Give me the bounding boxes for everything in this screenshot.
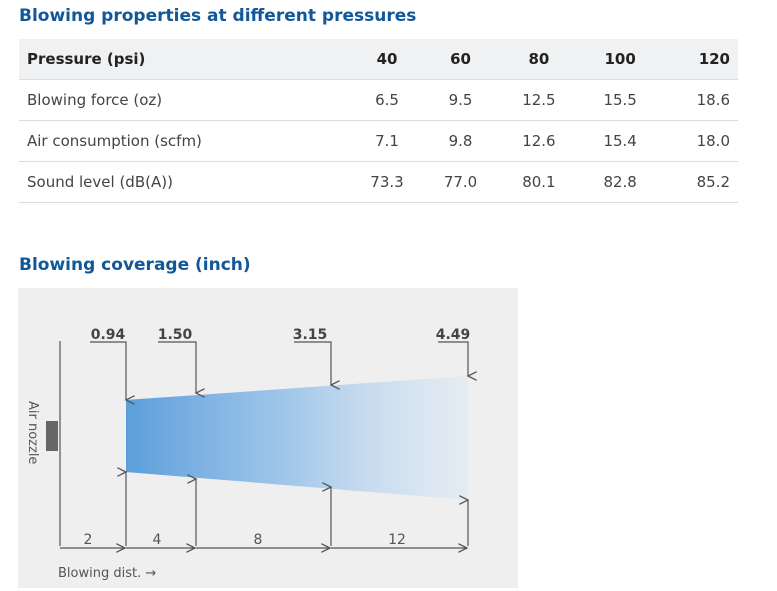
properties-table: Pressure (psi) 40 60 80 100 120 Blowing … xyxy=(19,39,738,203)
row-label: Sound level (dB(A)) xyxy=(19,161,353,203)
header-cell: 120 xyxy=(662,39,738,80)
width-label-2: 1.50 xyxy=(158,327,193,343)
table-header-row: Pressure (psi) 40 60 80 100 120 xyxy=(19,39,738,80)
width-marker-4 xyxy=(438,341,468,376)
nozzle-label: Air nozzle xyxy=(25,401,40,464)
table-cell: 18.6 xyxy=(662,79,738,121)
table-cell: 15.4 xyxy=(578,120,663,162)
row-label: Air consumption (scfm) xyxy=(19,120,353,162)
distance-label-2: 4 xyxy=(153,532,162,548)
axis-label: Blowing dist. → xyxy=(58,566,156,581)
width-label-1: 0.94 xyxy=(91,327,126,343)
width-label-3: 3.15 xyxy=(293,327,328,343)
distance-label-3: 8 xyxy=(254,532,263,548)
width-marker-2 xyxy=(158,341,196,393)
nozzle-icon xyxy=(46,421,58,451)
width-label-4: 4.49 xyxy=(436,327,471,343)
table-row: Air consumption (scfm) 7.1 9.8 12.6 15.4… xyxy=(19,120,738,162)
distance-label-4: 12 xyxy=(388,532,406,548)
table-cell: 6.5 xyxy=(352,79,422,121)
table-cell: 9.5 xyxy=(421,79,500,121)
width-marker-3 xyxy=(294,341,331,385)
table-cell: 82.8 xyxy=(578,161,663,203)
header-cell: 60 xyxy=(421,39,500,80)
coverage-diagram: Air nozzle 0.94 1.50 3.15 4.49 2 4 8 12 … xyxy=(18,288,518,588)
table-cell: 9.8 xyxy=(421,120,500,162)
table-cell: 18.0 xyxy=(662,120,738,162)
table-cell: 15.5 xyxy=(578,79,663,121)
table-cell: 12.6 xyxy=(499,120,579,162)
table-cell: 77.0 xyxy=(421,161,500,203)
row-label: Blowing force (oz) xyxy=(19,79,353,121)
header-cell: 100 xyxy=(578,39,663,80)
header-cell: 80 xyxy=(499,39,579,80)
distance-label-1: 2 xyxy=(84,532,93,548)
table-cell: 73.3 xyxy=(352,161,422,203)
properties-title: Blowing properties at different pressure… xyxy=(19,6,417,26)
header-cell: 40 xyxy=(352,39,422,80)
width-marker-1 xyxy=(90,341,126,400)
table-cell: 12.5 xyxy=(499,79,579,121)
table-cell: 7.1 xyxy=(352,120,422,162)
coverage-title: Blowing coverage (inch) xyxy=(19,255,251,275)
table-cell: 85.2 xyxy=(662,161,738,203)
table-row: Blowing force (oz) 6.5 9.5 12.5 15.5 18.… xyxy=(19,79,738,121)
header-label: Pressure (psi) xyxy=(19,39,353,80)
table-row: Sound level (dB(A)) 73.3 77.0 80.1 82.8 … xyxy=(19,161,738,203)
table-cell: 80.1 xyxy=(499,161,579,203)
air-beam xyxy=(126,376,468,500)
